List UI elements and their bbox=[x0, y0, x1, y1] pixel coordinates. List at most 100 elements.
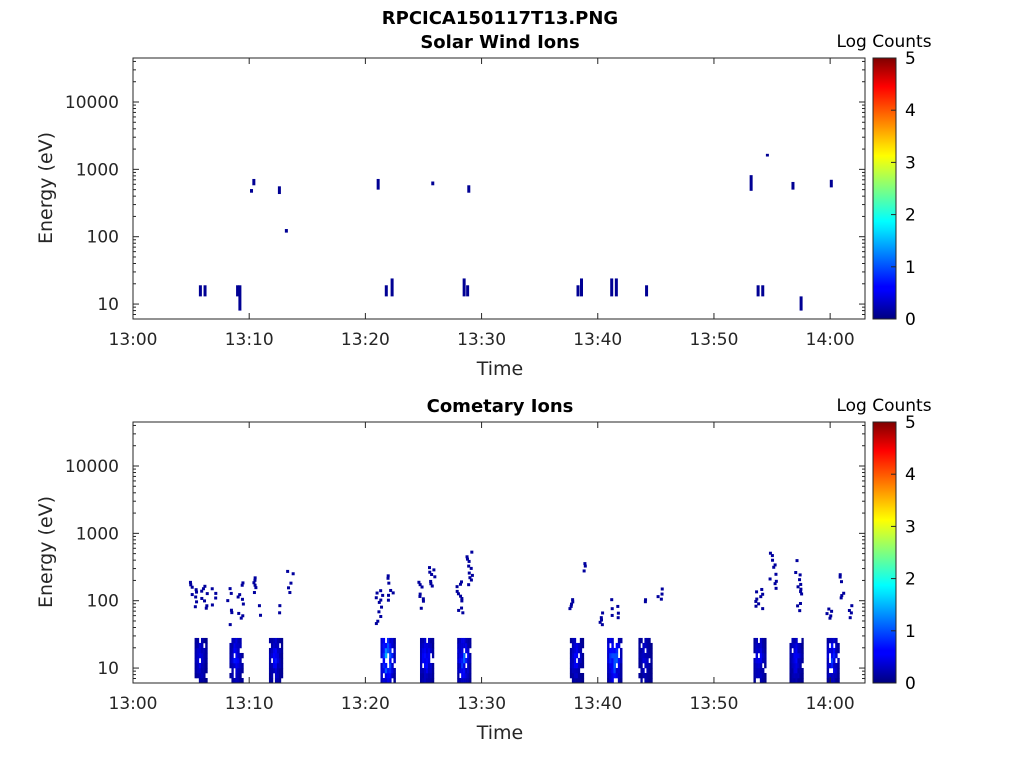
spectrogram-cell bbox=[461, 677, 464, 684]
spectrogram-cell bbox=[828, 672, 832, 679]
spectrogram-cell bbox=[642, 642, 645, 649]
spectrogram-cell bbox=[278, 652, 282, 659]
spectrogram-cell bbox=[583, 564, 587, 568]
spectrogram-cell bbox=[615, 642, 619, 649]
spectrogram-cell bbox=[270, 667, 274, 674]
spectrogram-cell bbox=[465, 677, 468, 684]
spectrogram-cell bbox=[773, 563, 777, 567]
spectrogram-cell bbox=[644, 642, 647, 649]
spectrogram-cell bbox=[644, 662, 647, 669]
spectrogram-cell bbox=[801, 677, 804, 684]
spectrogram-cell bbox=[835, 667, 838, 674]
spectrogram-cell bbox=[460, 606, 464, 610]
spectrogram-cell bbox=[617, 677, 621, 684]
spectrogram-cell bbox=[425, 652, 429, 659]
spectrogram-cell bbox=[382, 667, 386, 674]
spectrogram-cell bbox=[772, 565, 776, 569]
spectrogram-cell bbox=[463, 642, 466, 649]
spectrogram-cell bbox=[837, 642, 840, 649]
spectrogram-cell bbox=[386, 677, 390, 684]
spectrogram-cell bbox=[575, 662, 579, 669]
spectrogram-cell bbox=[829, 614, 833, 618]
spectrogram-cell bbox=[799, 582, 803, 586]
spectrogram-cell bbox=[276, 657, 280, 664]
spectrogram-cell bbox=[579, 652, 583, 659]
spectrogram-cell bbox=[650, 652, 653, 659]
spectrogram-cell bbox=[428, 570, 432, 574]
spectrogram-cell bbox=[457, 662, 460, 669]
spectrogram-cell bbox=[833, 672, 836, 679]
spectrogram-cell bbox=[421, 652, 425, 659]
spectrogram-cell bbox=[753, 672, 756, 679]
spectrogram-cell bbox=[229, 662, 232, 669]
spectrogram-cell bbox=[280, 652, 284, 659]
spectrogram-cell bbox=[195, 600, 199, 604]
spectrogram-cell bbox=[644, 598, 648, 602]
spectrogram-cell bbox=[799, 652, 802, 659]
spectrogram-cell bbox=[761, 592, 765, 596]
spectrogram-cell bbox=[753, 662, 756, 669]
spectrogram-cell bbox=[573, 667, 577, 674]
spectrogram-cell bbox=[573, 647, 577, 654]
spectrogram-cell bbox=[391, 662, 394, 669]
x-tick-label: 13:30 bbox=[457, 694, 506, 714]
spectrogram-cell bbox=[467, 559, 471, 563]
spectrogram-cell bbox=[646, 662, 649, 669]
spectrogram-cell bbox=[272, 652, 276, 659]
spectrogram-cell bbox=[755, 667, 759, 674]
spectrogram-cell bbox=[233, 647, 236, 654]
spectrogram-cell bbox=[205, 642, 208, 649]
spectrogram-cell bbox=[613, 672, 616, 679]
spectrogram-cell bbox=[615, 672, 619, 679]
y-tick-label: 1000 bbox=[76, 524, 119, 544]
x-tick-label: 13:40 bbox=[573, 330, 622, 350]
spectrogram-cell bbox=[607, 652, 610, 659]
spectrogram-cell bbox=[418, 583, 422, 587]
spectrogram-cell bbox=[393, 637, 396, 644]
spectrogram-cell bbox=[835, 672, 838, 679]
spectrogram-cell bbox=[291, 572, 295, 576]
spectrogram-cell bbox=[237, 642, 240, 649]
spectrogram-cell bbox=[210, 587, 214, 591]
spectrogram-cell bbox=[384, 642, 388, 649]
spectrogram-cell bbox=[571, 647, 575, 654]
spectrogram-cell bbox=[237, 637, 240, 644]
x-tick-label: 13:20 bbox=[341, 330, 390, 350]
spectrogram-cell bbox=[571, 598, 575, 602]
spectrogram-cell bbox=[616, 611, 620, 615]
spectrogram-cell bbox=[274, 637, 278, 644]
spectrogram-cell bbox=[757, 662, 761, 669]
spectrogram-cell bbox=[609, 647, 612, 654]
spectrogram-cell bbox=[235, 652, 238, 659]
spectrogram-cell bbox=[196, 642, 200, 649]
spectrogram-cell bbox=[840, 594, 844, 598]
spectrogram-cell bbox=[203, 662, 206, 669]
spectrogram-cell bbox=[620, 652, 623, 659]
spectrogram-cell bbox=[431, 652, 435, 659]
spectrogram-cell bbox=[203, 584, 207, 588]
spectrogram-cell bbox=[239, 672, 242, 679]
spectrogram-cell bbox=[833, 662, 836, 669]
x-tick-label: 13:00 bbox=[109, 694, 158, 714]
spectrogram-cell bbox=[459, 667, 462, 674]
spectrogram-cell bbox=[569, 662, 573, 669]
spectrogram-cell bbox=[609, 672, 612, 679]
spectrogram-cell bbox=[278, 647, 282, 654]
spectrogram-cell bbox=[642, 657, 645, 664]
spectrogram-cell bbox=[833, 677, 836, 684]
spectrogram-cell bbox=[457, 647, 460, 654]
spectrogram-cell bbox=[391, 667, 394, 674]
spectrogram-cell bbox=[609, 677, 612, 684]
spectrogram-cell bbox=[384, 652, 388, 659]
spectrogram-cell bbox=[764, 677, 767, 684]
spectrogram-cell bbox=[274, 667, 278, 674]
spectrogram-cell bbox=[756, 285, 760, 297]
spectrogram-cell bbox=[581, 657, 585, 664]
spectrogram-cell bbox=[194, 588, 198, 592]
spectrogram-cell bbox=[389, 652, 392, 659]
spectrogram-cell bbox=[389, 642, 392, 649]
spectrogram-cell bbox=[427, 647, 431, 654]
spectrogram-cell bbox=[235, 637, 238, 644]
spectrogram-cell bbox=[644, 652, 647, 659]
spectrogram-cell bbox=[761, 677, 765, 684]
